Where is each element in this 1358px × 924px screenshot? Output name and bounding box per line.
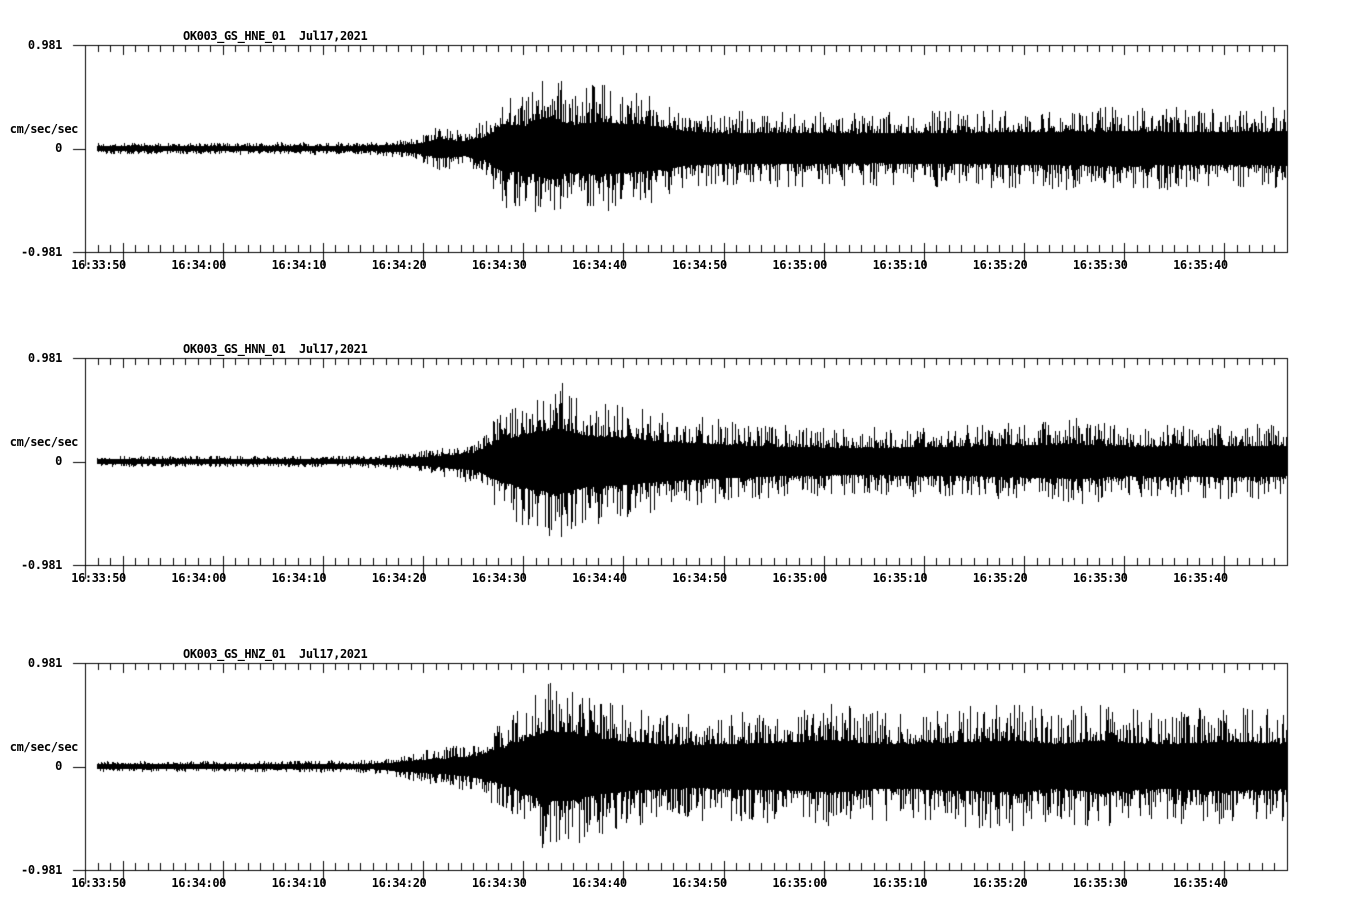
x-tick-label: 16:35:20: [972, 876, 1028, 890]
x-tick-label: 16:33:50: [71, 876, 126, 890]
x-tick-label: 16:35:20: [972, 258, 1028, 272]
x-tick-label: 16:34:00: [171, 258, 227, 272]
plot-title-hnn: OK003_GS_HNN_01 Jul17,2021: [183, 342, 368, 356]
x-tick-label: 16:35:40: [1173, 258, 1228, 272]
x-tick-label: 16:34:50: [672, 876, 727, 890]
x-tick-label: 16:35:40: [1173, 571, 1228, 585]
x-tick-label: 16:35:00: [772, 258, 828, 272]
x-tick-label: 16:34:20: [371, 876, 427, 890]
y-axis-zero-label: 0: [55, 454, 62, 468]
plot-hnz: OK003_GS_HNZ_01 Jul17,2021 0.981 cm/sec/…: [0, 618, 1358, 924]
x-axis-tick-labels: 16:33:50 16:34:00 16:34:10 16:34:20 16:34:30…: [0, 259, 1358, 273]
x-tick-label: 16:34:30: [471, 571, 527, 585]
y-axis-max-label: 0.981: [27, 351, 63, 365]
x-tick-label: 16:34:30: [471, 258, 527, 272]
y-axis-units-label: cm/sec/sec: [9, 122, 79, 136]
x-tick-label: 16:34:20: [371, 571, 427, 585]
y-axis-min-label: -0.981: [21, 863, 62, 877]
plot-hne: OK003_GS_HNE_01 Jul17,2021 0.981 cm/sec/…: [0, 0, 1358, 310]
y-axis-min-label: -0.981: [21, 245, 62, 259]
x-tick-label: 16:35:10: [872, 571, 928, 585]
x-tick-label: 16:33:50: [71, 258, 126, 272]
x-tick-label: 16:34:10: [271, 258, 327, 272]
x-tick-label: 16:34:10: [271, 571, 327, 585]
x-tick-label: 16:34:10: [271, 876, 327, 890]
x-tick-label: 16:35:20: [972, 571, 1028, 585]
plot-title-hnz: OK003_GS_HNZ_01 Jul17,2021: [183, 647, 368, 661]
x-tick-label: 16:34:50: [672, 571, 727, 585]
x-tick-label: 16:34:40: [572, 258, 627, 272]
y-axis-min-label: -0.981: [21, 558, 62, 572]
y-axis-max-label: 0.981: [27, 38, 63, 52]
plot-title-hne: OK003_GS_HNE_01 Jul17,2021: [183, 29, 368, 43]
x-tick-label: 16:35:30: [1072, 571, 1128, 585]
x-tick-label: 16:34:40: [572, 571, 627, 585]
x-tick-label: 16:34:50: [672, 258, 727, 272]
y-axis-units-label: cm/sec/sec: [9, 740, 79, 754]
x-axis-tick-labels: 16:33:50 16:34:00 16:34:10 16:34:20 16:34:30…: [0, 572, 1358, 586]
x-tick-label: 16:34:30: [471, 876, 527, 890]
x-tick-label: 16:35:10: [872, 876, 928, 890]
x-axis-tick-labels: 16:33:50 16:34:00 16:34:10 16:34:20 16:34:30…: [0, 877, 1358, 891]
plot-hnn: OK003_GS_HNN_01 Jul17,2021 0.981 cm/sec/…: [0, 313, 1358, 623]
x-tick-label: 16:34:00: [171, 571, 227, 585]
y-axis-max-label: 0.981: [27, 656, 63, 670]
x-tick-label: 16:35:10: [872, 258, 928, 272]
y-axis-units-label: cm/sec/sec: [9, 435, 79, 449]
x-tick-label: 16:33:50: [71, 571, 126, 585]
x-tick-label: 16:35:00: [772, 876, 828, 890]
x-tick-label: 16:34:40: [572, 876, 627, 890]
x-tick-label: 16:35:40: [1173, 876, 1228, 890]
x-tick-label: 16:35:30: [1072, 876, 1128, 890]
x-tick-label: 16:34:00: [171, 876, 227, 890]
x-tick-label: 16:34:20: [371, 258, 427, 272]
y-axis-zero-label: 0: [55, 141, 62, 155]
x-tick-label: 16:35:30: [1072, 258, 1128, 272]
x-tick-label: 16:35:00: [772, 571, 828, 585]
y-axis-zero-label: 0: [55, 759, 62, 773]
